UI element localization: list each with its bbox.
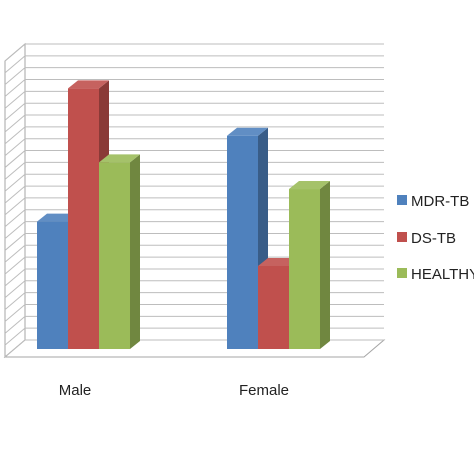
bar-top xyxy=(37,213,78,222)
gridline xyxy=(4,138,384,157)
gridline xyxy=(4,67,384,86)
bar-top xyxy=(68,80,109,89)
gridline xyxy=(4,150,384,168)
bar-side xyxy=(320,181,330,349)
bar-side xyxy=(130,154,140,349)
bar-female-healthy xyxy=(289,181,330,349)
bar-front xyxy=(37,221,68,349)
bar-top xyxy=(289,181,330,190)
bar-front xyxy=(227,135,258,349)
bar-top xyxy=(99,154,140,163)
gridline xyxy=(4,79,384,97)
legend-label-ds-tb: DS-TB xyxy=(411,230,456,247)
legend-swatch-mdr-tb xyxy=(397,195,407,205)
bar-front xyxy=(68,88,99,350)
gridline xyxy=(4,126,384,145)
category-label-female: Female xyxy=(239,382,289,399)
gridline xyxy=(4,55,384,74)
gridline xyxy=(4,90,384,109)
category-label-male: Male xyxy=(59,382,92,399)
bar-male-healthy xyxy=(99,154,140,349)
bar-top xyxy=(227,127,268,136)
gridline xyxy=(4,102,384,121)
gridline xyxy=(4,43,384,62)
bar-front xyxy=(289,189,320,349)
bars xyxy=(37,80,330,350)
legend-swatch-ds-tb xyxy=(397,232,407,242)
bar-front xyxy=(258,266,289,349)
legend: MDR-TB DS-TB HEALTHY xyxy=(397,193,474,283)
gridline xyxy=(4,161,384,180)
legend-label-healthy: HEALTHY xyxy=(411,266,474,283)
gridline xyxy=(4,114,384,133)
bar-front xyxy=(99,162,130,349)
legend-label-mdr-tb: MDR-TB xyxy=(411,193,469,210)
legend-swatch-healthy xyxy=(397,268,407,278)
bar-top xyxy=(258,258,299,266)
